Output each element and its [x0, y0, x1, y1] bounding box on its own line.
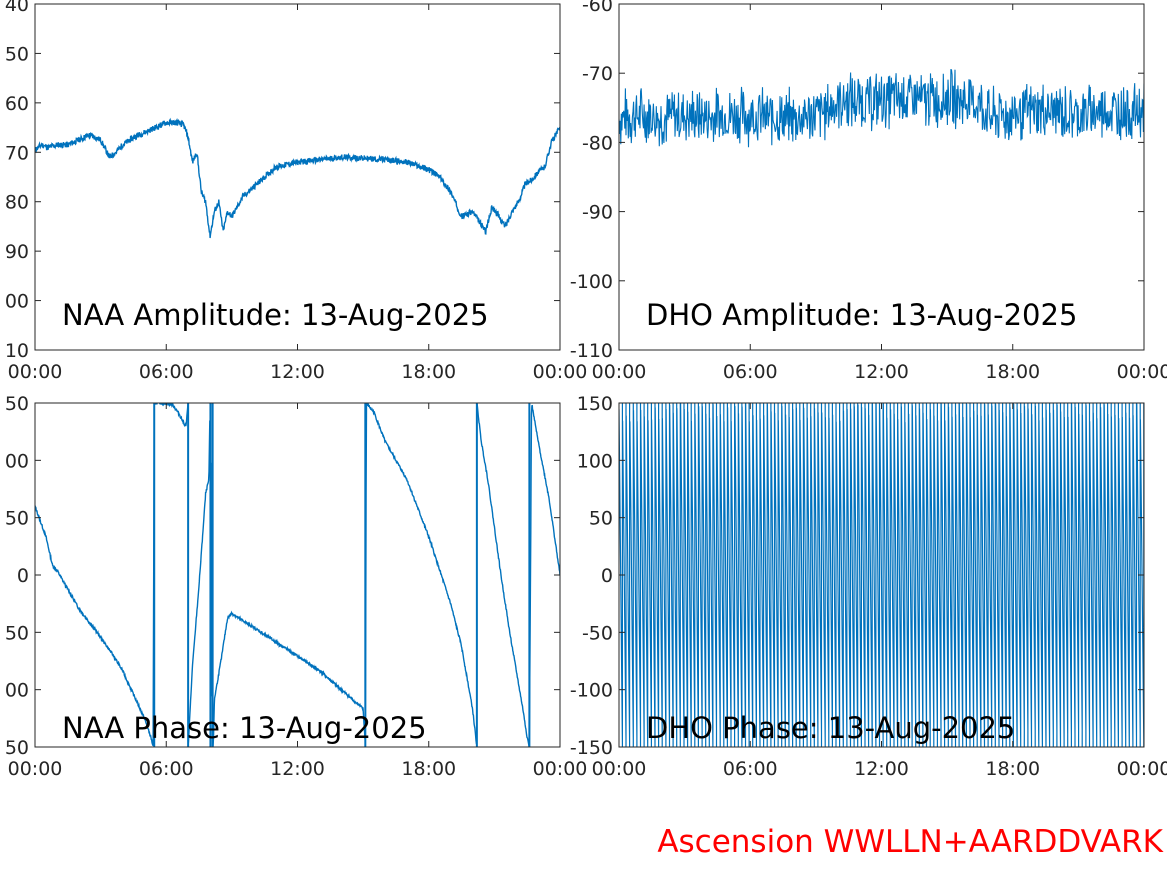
- naa-phase-axes-frame: [34, 402, 561, 748]
- dho-amplitude-data: [619, 69, 1144, 148]
- naa-amplitude-data: [35, 117, 560, 239]
- dho-amplitude-ytick-label-0: -60: [582, 0, 613, 16]
- naa-amplitude-xtick-label-0: 00:00: [8, 361, 63, 383]
- dho-amplitude-xtick-label-4: 00:00: [1117, 361, 1167, 383]
- dho-phase-xtick-label-0: 00:00: [592, 758, 647, 780]
- dho-amplitude-ytick-label-4: -100: [570, 271, 613, 293]
- dho-phase-ytick-label-6: -150: [570, 737, 613, 759]
- naa-phase-ytick-label-3: 0: [17, 565, 29, 587]
- naa-amplitude-xtick-label-2: 12:00: [270, 361, 325, 383]
- naa-phase-xtick-label-0: 00:00: [8, 758, 63, 780]
- naa-amplitude-ytick-label-0: 40: [5, 0, 29, 16]
- naa-amplitude-xtick-label-1: 06:00: [139, 361, 194, 383]
- naa-phase-series-line: [35, 403, 560, 747]
- dho-amplitude-title: DHO Amplitude: 13-Aug-2025: [646, 298, 1077, 332]
- naa-phase-xtick-label-2: 12:00: [270, 758, 325, 780]
- dho-amplitude-xtick-label-1: 06:00: [723, 361, 778, 383]
- dho-phase-ytick-label-0: 150: [577, 393, 613, 415]
- naa-phase-data: [35, 403, 560, 747]
- naa-amplitude-ytick-label-2: 60: [5, 93, 29, 115]
- dho-phase-ytick-label-2: 50: [589, 508, 613, 530]
- naa-phase-ytick-label-4: 50: [5, 622, 29, 644]
- dho-amplitude-ytick-label-1: -70: [582, 63, 613, 85]
- naa-amplitude-title: NAA Amplitude: 13-Aug-2025: [62, 298, 489, 332]
- dho-amplitude-xtick-label-0: 00:00: [592, 361, 647, 383]
- naa-phase-xtick-label-1: 06:00: [139, 758, 194, 780]
- dho-phase-series-line: [619, 403, 1144, 747]
- naa-amplitude-ytick-label-6: 00: [5, 291, 29, 313]
- dho-amplitude-series-line: [619, 69, 1144, 148]
- naa-amplitude-xtick-label-3: 18:00: [401, 361, 456, 383]
- dho-phase-ytick-label-3: 0: [601, 565, 613, 587]
- dho-amplitude-ytick-label-3: -90: [582, 202, 613, 224]
- dho-phase-data: [619, 403, 1144, 747]
- naa-phase-ytick-label-6: 50: [5, 737, 29, 759]
- dho-phase-xtick-label-3: 18:00: [985, 758, 1040, 780]
- naa-amplitude-ytick-label-1: 50: [5, 43, 29, 65]
- dho-phase-ytick-label-4: -50: [582, 622, 613, 644]
- dho-phase-ytick-label-1: 100: [577, 450, 613, 472]
- naa-phase-title: NAA Phase: 13-Aug-2025: [62, 711, 427, 745]
- dho-amplitude-ytick-label-5: -110: [570, 340, 613, 362]
- dho-phase-title: DHO Phase: 13-Aug-2025: [646, 711, 1015, 745]
- naa-phase-xtick-label-4: 00:00: [533, 758, 588, 780]
- naa-phase-ytick-label-0: 50: [5, 393, 29, 415]
- naa-amplitude-ytick-label-4: 80: [5, 192, 29, 214]
- footer-label: Ascension WWLLN+AARDDVARK: [657, 824, 1163, 860]
- naa-amplitude-ytick-label-7: 10: [5, 340, 29, 362]
- dho-phase-xtick-label-2: 12:00: [854, 758, 909, 780]
- naa-amplitude-xtick-label-4: 00:00: [533, 361, 588, 383]
- naa-amplitude-ytick-label-5: 90: [5, 241, 29, 263]
- dho-amplitude-xtick-label-2: 12:00: [854, 361, 909, 383]
- naa-phase-xtick-label-3: 18:00: [401, 758, 456, 780]
- naa-phase-ytick-label-1: 00: [5, 450, 29, 472]
- naa-amplitude-ytick-label-3: 70: [5, 142, 29, 164]
- naa-phase-ytick-label-2: 50: [5, 508, 29, 530]
- dho-phase-xtick-label-1: 06:00: [723, 758, 778, 780]
- naa-phase-ytick-label-5: 00: [5, 680, 29, 702]
- dho-phase-ytick-label-5: -100: [570, 680, 613, 702]
- dho-amplitude-ytick-label-2: -80: [582, 132, 613, 154]
- dho-amplitude-xtick-label-3: 18:00: [985, 361, 1040, 383]
- naa-amplitude-series-line: [35, 117, 560, 239]
- dho-phase-xtick-label-4: 00:00: [1117, 758, 1167, 780]
